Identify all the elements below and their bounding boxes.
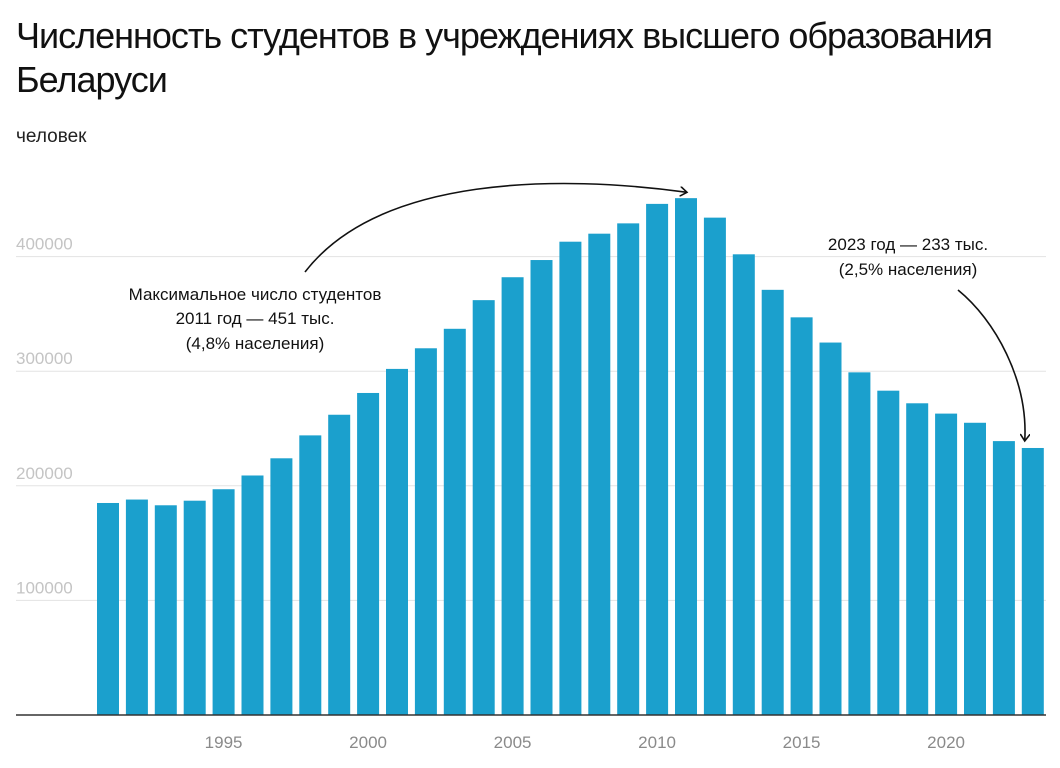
bar-2004 — [472, 300, 495, 715]
bar-1998 — [299, 435, 322, 715]
bar-1993 — [154, 505, 177, 715]
peak-annotation-line-1: Максимальное число студентов — [129, 285, 382, 304]
y-tick-label: 100000 — [16, 578, 73, 597]
bar-2018 — [877, 390, 900, 715]
y-tick-label: 300000 — [16, 349, 73, 368]
bar-2006 — [530, 260, 553, 715]
x-tick-label: 2015 — [783, 733, 821, 752]
latest-annotation-arrow — [957, 289, 1025, 440]
bar-2002 — [414, 348, 437, 715]
y-tick-label: 200000 — [16, 464, 73, 483]
x-tick-label: 2020 — [927, 733, 965, 752]
bar-2023 — [1021, 447, 1044, 715]
bar-1997 — [270, 458, 293, 715]
bar-2012 — [703, 217, 726, 716]
bar-2008 — [588, 233, 611, 715]
chart-title: Численность студентов в учреждениях высш… — [16, 15, 993, 100]
latest-annotation-line-1: 2023 год — 233 тыс. — [828, 235, 988, 254]
bar-2003 — [443, 328, 466, 715]
bar-2017 — [848, 372, 871, 715]
bar-1992 — [125, 499, 148, 715]
bar-1996 — [241, 475, 264, 715]
bar-2005 — [501, 277, 524, 715]
latest-annotation-line-2: (2,5% населения) — [839, 260, 978, 279]
tick-labels: 100000 200000 300000 400000 1995 2000 2005 2010… — [16, 235, 965, 752]
peak-annotation-arrow — [304, 182, 686, 273]
annotations: Максимальное число студентов 2011 год — … — [129, 182, 1025, 440]
bar-2011 — [675, 198, 697, 716]
bar-1995 — [212, 489, 235, 715]
peak-annotation-line-2: 2011 год — 451 тыс. — [176, 309, 335, 328]
x-tick-label: 2005 — [494, 733, 532, 752]
bar-2015 — [790, 317, 813, 715]
x-tick-label: 2000 — [349, 733, 387, 752]
bar-2001 — [386, 368, 408, 715]
bar-2010 — [646, 203, 669, 715]
peak-annotation-line-3: (4,8% населения) — [186, 334, 325, 353]
bar-2020 — [935, 413, 958, 715]
x-tick-label: 2010 — [638, 733, 676, 752]
bar-2016 — [819, 342, 842, 715]
x-tick-label: 1995 — [205, 733, 243, 752]
bar-1994 — [183, 500, 206, 715]
y-tick-label: 400000 — [16, 235, 73, 254]
bar-2007 — [559, 241, 582, 715]
bars — [97, 198, 1044, 716]
bar-2021 — [964, 422, 986, 715]
bar-2019 — [906, 403, 929, 715]
bar-2013 — [732, 254, 755, 716]
y-unit-label: человек — [16, 126, 87, 147]
bar-2014 — [761, 289, 784, 715]
bar-2000 — [357, 392, 380, 715]
bar-2009 — [617, 223, 640, 715]
bar-2022 — [992, 441, 1015, 715]
bar-1999 — [328, 414, 351, 715]
bar-1991 — [97, 502, 119, 715]
